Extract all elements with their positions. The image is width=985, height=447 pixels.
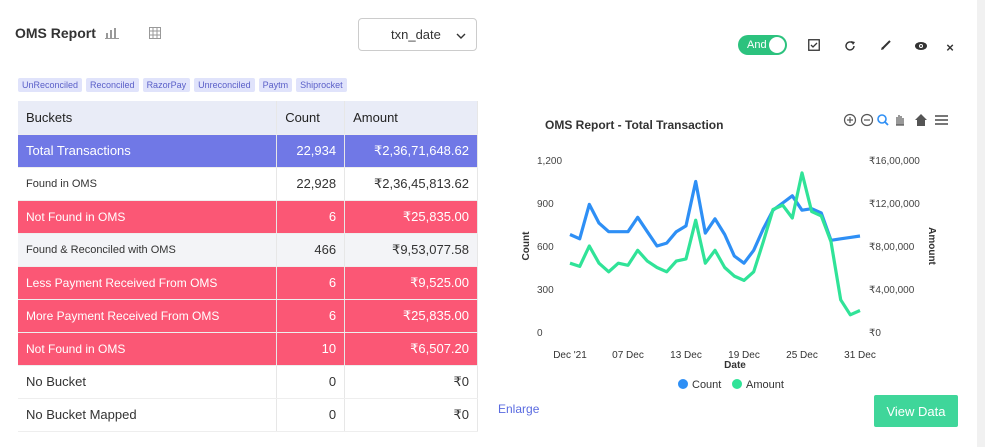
bucket-count: 22,934 bbox=[276, 134, 346, 168]
bucket-amount: ₹9,53,077.58 bbox=[344, 233, 478, 267]
bucket-count: 6 bbox=[276, 200, 346, 234]
bucket-name: More Payment Received From OMS bbox=[18, 299, 278, 333]
table-row[interactable]: More Payment Received From OMS 6 ₹25,835… bbox=[18, 299, 478, 333]
x-tick-label: 07 Dec bbox=[612, 350, 644, 361]
tag-paytm[interactable]: Paytm bbox=[258, 78, 293, 92]
bucket-count: 466 bbox=[276, 233, 346, 267]
x-axis-label: Date bbox=[724, 360, 746, 371]
bucket-name: Total Transactions bbox=[18, 134, 278, 168]
header-buckets: Buckets bbox=[18, 101, 278, 135]
table-row[interactable]: Not Found in OMS 6 ₹25,835.00 bbox=[18, 200, 478, 234]
bucket-count: 10 bbox=[276, 332, 346, 366]
y-left-tick-label: 300 bbox=[537, 285, 554, 296]
bucket-name: Found in OMS bbox=[18, 167, 278, 201]
bucket-count: 22,928 bbox=[276, 167, 346, 201]
checkbox-icon[interactable] bbox=[806, 37, 822, 53]
y-right-tick-label: ₹8,00,000 bbox=[869, 242, 915, 253]
date-field-select-value: txn_date bbox=[391, 27, 441, 42]
bucket-count: 6 bbox=[276, 266, 346, 300]
toggle-knob bbox=[769, 37, 785, 53]
menu-icon[interactable] bbox=[935, 115, 948, 125]
chart-toolbar bbox=[843, 113, 948, 127]
table-row[interactable]: Not Found in OMS 10 ₹6,507.20 bbox=[18, 332, 478, 366]
edit-pencil-icon[interactable] bbox=[878, 37, 894, 53]
bucket-name: Not Found in OMS bbox=[18, 200, 278, 234]
y-right-tick-label: ₹4,00,000 bbox=[869, 285, 915, 296]
bucket-amount: ₹2,36,45,813.62 bbox=[344, 167, 478, 201]
table-row[interactable]: Found in OMS 22,928 ₹2,36,45,813.62 bbox=[18, 167, 478, 201]
toggle-label: And bbox=[747, 39, 767, 51]
y-right-axis-label: Amount bbox=[926, 227, 937, 265]
zoom-out-icon[interactable] bbox=[860, 113, 874, 127]
legend-label-amount: Amount bbox=[746, 379, 784, 391]
scrollbar[interactable] bbox=[977, 0, 985, 447]
bar-chart-icon[interactable] bbox=[104, 26, 120, 40]
bucket-name: Not Found in OMS bbox=[18, 332, 278, 366]
x-tick-label: 25 Dec bbox=[786, 350, 818, 361]
bucket-amount: ₹25,835.00 bbox=[344, 299, 478, 333]
x-tick-label: Dec '21 bbox=[553, 350, 587, 361]
y-right-tick-label: ₹16,00,000 bbox=[869, 156, 920, 167]
x-tick-label: 31 Dec bbox=[844, 350, 876, 361]
legend-marker-amount bbox=[732, 379, 742, 389]
tag-unreconciled-2[interactable]: Unreconciled bbox=[194, 78, 255, 92]
bucket-count: 6 bbox=[276, 299, 346, 333]
bucket-amount: ₹25,835.00 bbox=[344, 200, 478, 234]
y-right-tick-label: ₹12,00,000 bbox=[869, 199, 920, 210]
header-count: Count bbox=[276, 101, 346, 135]
refresh-icon[interactable] bbox=[842, 38, 858, 54]
zoom-in-icon[interactable] bbox=[843, 113, 857, 127]
table-row[interactable]: No Bucket 0 ₹0 bbox=[18, 365, 478, 399]
chevron-down-icon bbox=[456, 27, 466, 42]
y-left-tick-label: 1,200 bbox=[537, 156, 562, 167]
header-amount: Amount bbox=[344, 101, 478, 135]
transaction-line-chart: 0 300 600 900 1,200 ₹0 ₹4,00,000 ₹8,00,000 ₹12,0… bbox=[521, 156, 937, 391]
bucket-amount: ₹0 bbox=[344, 365, 478, 399]
x-tick-label: 19 Dec bbox=[728, 350, 760, 361]
enlarge-link[interactable]: Enlarge bbox=[498, 402, 540, 416]
table-row[interactable]: Found & Reconciled with OMS 466 ₹9,53,07… bbox=[18, 233, 478, 267]
table-grid-icon[interactable] bbox=[148, 26, 162, 40]
legend-label-count: Count bbox=[692, 379, 721, 391]
bucket-amount: ₹6,507.20 bbox=[344, 332, 478, 366]
y-right-tick-label: ₹0 bbox=[869, 328, 881, 339]
tag-reconciled[interactable]: Reconciled bbox=[86, 78, 139, 92]
series-line-amount bbox=[569, 171, 861, 317]
bucket-amount: ₹0 bbox=[344, 398, 478, 432]
filter-tags: UnReconciled Reconciled RazorPay Unrecon… bbox=[18, 78, 347, 92]
home-icon[interactable] bbox=[915, 114, 927, 126]
y-left-tick-label: 0 bbox=[537, 328, 543, 339]
eye-icon[interactable] bbox=[913, 38, 929, 54]
view-data-button[interactable]: View Data bbox=[874, 395, 958, 427]
tag-unreconciled[interactable]: UnReconciled bbox=[18, 78, 83, 92]
close-icon[interactable]: × bbox=[946, 39, 954, 55]
bucket-name: Less Payment Received From OMS bbox=[18, 266, 278, 300]
table-row[interactable]: No Bucket Mapped 0 ₹0 bbox=[18, 398, 478, 432]
bucket-name: No Bucket bbox=[18, 365, 278, 399]
bucket-amount: ₹2,36,71,648.62 bbox=[344, 134, 478, 168]
magnifier-icon[interactable] bbox=[877, 114, 889, 126]
tag-shiprocket[interactable]: Shiprocket bbox=[296, 78, 347, 92]
y-left-axis-label: Count bbox=[521, 231, 532, 261]
bucket-amount: ₹9,525.00 bbox=[344, 266, 478, 300]
x-tick-label: 13 Dec bbox=[670, 350, 702, 361]
tag-razorpay[interactable]: RazorPay bbox=[142, 78, 191, 92]
buckets-table: Buckets Count Amount Total Transactions … bbox=[18, 101, 478, 432]
pan-hand-icon[interactable] bbox=[896, 115, 904, 126]
table-header-row: Buckets Count Amount bbox=[18, 101, 478, 135]
and-toggle[interactable]: And bbox=[738, 35, 787, 55]
y-left-tick-label: 600 bbox=[537, 242, 554, 253]
report-title: OMS Report bbox=[15, 25, 96, 41]
y-left-tick-label: 900 bbox=[537, 199, 554, 210]
legend-marker-count bbox=[678, 379, 688, 389]
date-field-select[interactable]: txn_date bbox=[358, 18, 477, 51]
table-row[interactable]: Total Transactions 22,934 ₹2,36,71,648.6… bbox=[18, 134, 478, 168]
bucket-count: 0 bbox=[276, 398, 346, 432]
chart-title: OMS Report - Total Transaction bbox=[545, 118, 724, 132]
table-row[interactable]: Less Payment Received From OMS 6 ₹9,525.… bbox=[18, 266, 478, 300]
bucket-name: Found & Reconciled with OMS bbox=[18, 233, 278, 267]
bucket-name: No Bucket Mapped bbox=[18, 398, 278, 432]
bucket-count: 0 bbox=[276, 365, 346, 399]
